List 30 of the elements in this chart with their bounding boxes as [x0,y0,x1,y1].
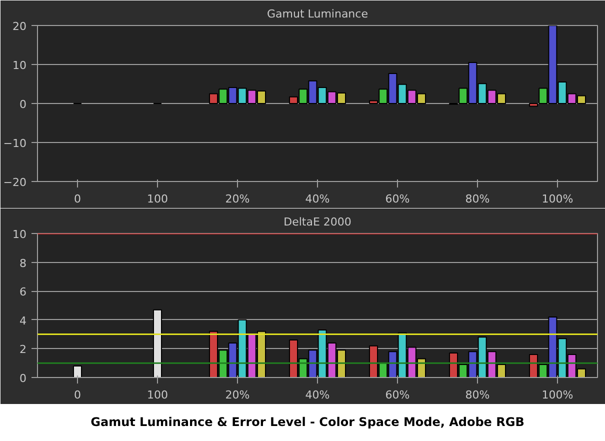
y-tick-label: 6 [20,286,26,299]
x-tick-label: 0 [74,388,81,402]
y-tick-label: 2 [20,343,26,356]
chart-title: DeltaE 2000 [284,216,352,228]
x-tick-label: 100 [147,192,168,206]
x-tick-label: 60% [385,192,410,206]
chart-title: Gamut Luminance [267,8,368,20]
y-tick-label: 8 [20,256,26,270]
y-tick-label: −10 [3,137,27,150]
y-tick-label: 0 [20,98,26,111]
x-tick-label: 100% [542,388,574,402]
x-tick-label: 100% [542,192,574,206]
x-tick-label: 40% [305,388,330,402]
x-tick-label: 20% [225,192,250,206]
bar [153,309,162,378]
text: Gamut Luminance & Error Level - Color Space Mode, Adobe RGB [90,414,524,431]
x-tick-label: 80% [465,192,490,206]
bar [73,365,82,378]
y-tick-label: 10 [12,228,27,241]
y-tick-label: 20 [12,20,27,33]
x-tick-label: 40% [305,192,330,206]
y-tick-label: −20 [3,176,27,189]
y-tick-label: 4 [20,314,26,328]
x-tick-label: 100 [147,388,168,402]
x-tick-label: 0 [74,192,81,206]
x-tick-label: 80% [465,388,490,402]
y-tick-label: 10 [12,59,27,72]
x-tick-label: 20% [225,388,250,402]
y-tick-label: 0 [20,372,26,385]
x-tick-label: 60% [385,388,410,402]
